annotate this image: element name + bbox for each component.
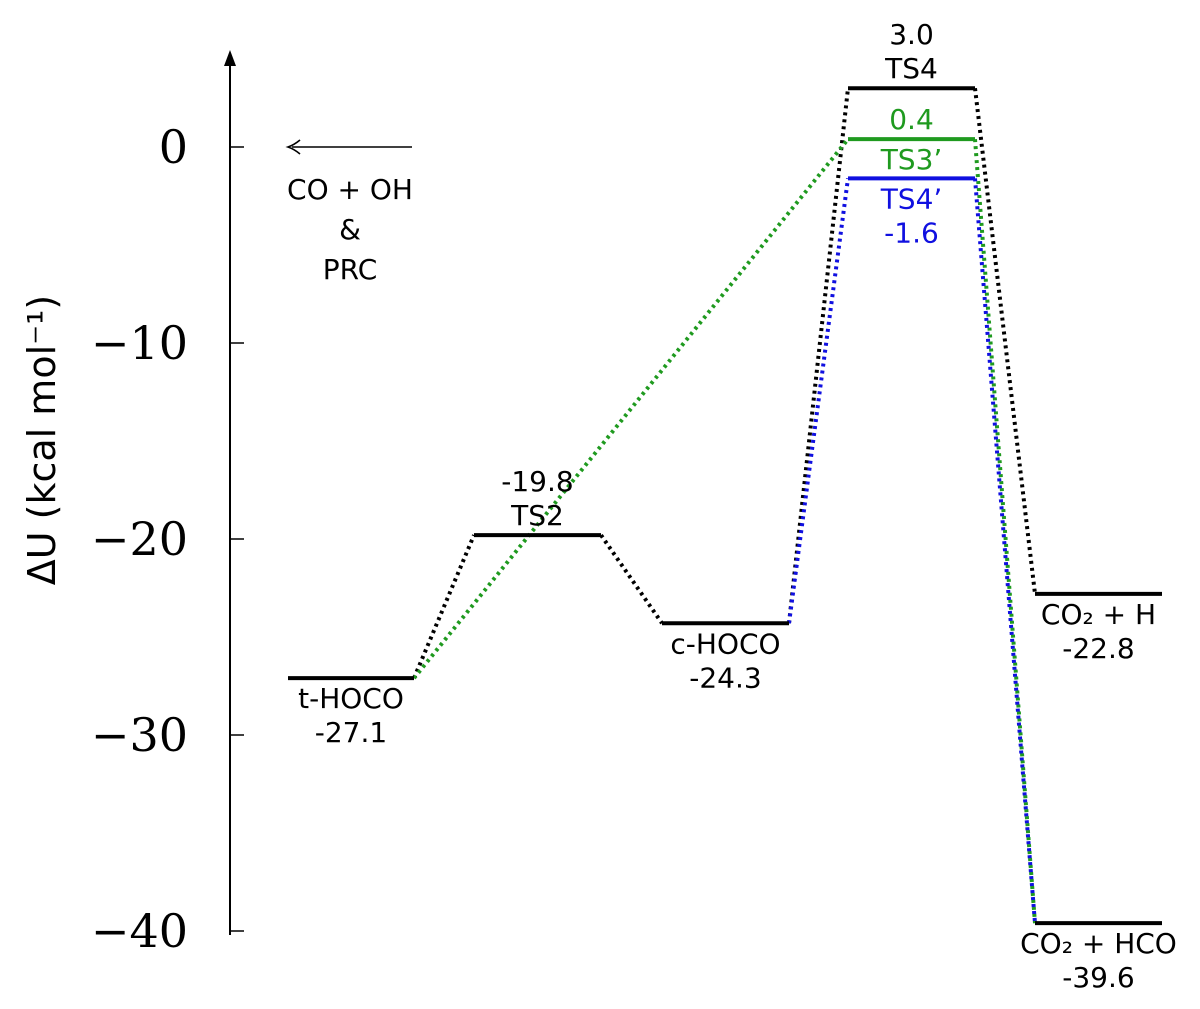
connection-ts3-to-co2-hco <box>973 139 1037 924</box>
y-tick-label: −30 <box>91 708 188 762</box>
connection-ts4-to-co2-hco <box>973 178 1037 924</box>
connection-ts2-to-c-hoco <box>599 533 664 625</box>
reference-label-line-2: & <box>339 213 361 246</box>
label-ts3-line-2: TS3’ <box>880 143 943 176</box>
label-ts2-line-2: TS2 <box>510 499 564 532</box>
connection-t-hoco-to-ts2 <box>412 534 476 679</box>
connection-c-hoco-to-ts4 <box>787 87 850 624</box>
connection-ts4-to-co2-h <box>973 87 1037 595</box>
label-c-hoco-line-1: c-HOCO <box>670 627 780 660</box>
label-ts4-line-1: 3.0 <box>889 18 934 51</box>
energy-levels <box>288 86 1162 926</box>
y-tick-label: −20 <box>91 512 188 566</box>
label-ts4-line-2: TS4 <box>884 52 938 85</box>
label-ts4-line-1: TS4’ <box>880 182 943 215</box>
y-tick-label: −40 <box>91 904 188 958</box>
reference-label-line-3: PRC <box>323 253 378 286</box>
label-ts3-line-1: 0.4 <box>889 103 934 136</box>
connection-t-hoco-to-ts3 <box>412 137 850 680</box>
label-t-hoco-line-1: t-HOCO <box>298 682 404 715</box>
y-axis-label: ΔU (kcal mol⁻¹) <box>20 295 64 585</box>
label-co2-hco-line-2: -39.6 <box>1062 961 1134 994</box>
label-ts4-line-2: -1.6 <box>884 216 939 249</box>
reference-annotation: CO + OH & PRC <box>285 139 413 286</box>
connections <box>412 87 1037 924</box>
label-co2-hco-line-1: CO₂ + HCO <box>1020 927 1177 960</box>
y-axis: 0 −10 −20 −30 −40 ΔU (kcal mol⁻¹) <box>20 50 244 958</box>
label-co2-h-line-2: -22.8 <box>1062 632 1134 665</box>
label-co2-h-line-1: CO₂ + H <box>1041 598 1156 631</box>
reference-label-line-1: CO + OH <box>287 173 413 206</box>
reference-arrowhead <box>285 139 301 155</box>
y-tick-label: 0 <box>159 120 188 174</box>
label-t-hoco-line-2: -27.1 <box>315 716 387 749</box>
label-ts2-line-1: -19.8 <box>501 465 573 498</box>
connection-c-hoco-to-ts4 <box>787 178 850 624</box>
label-c-hoco-line-2: -24.3 <box>689 661 761 694</box>
y-axis-arrowhead <box>224 50 236 66</box>
y-tick-label: −10 <box>91 316 188 370</box>
